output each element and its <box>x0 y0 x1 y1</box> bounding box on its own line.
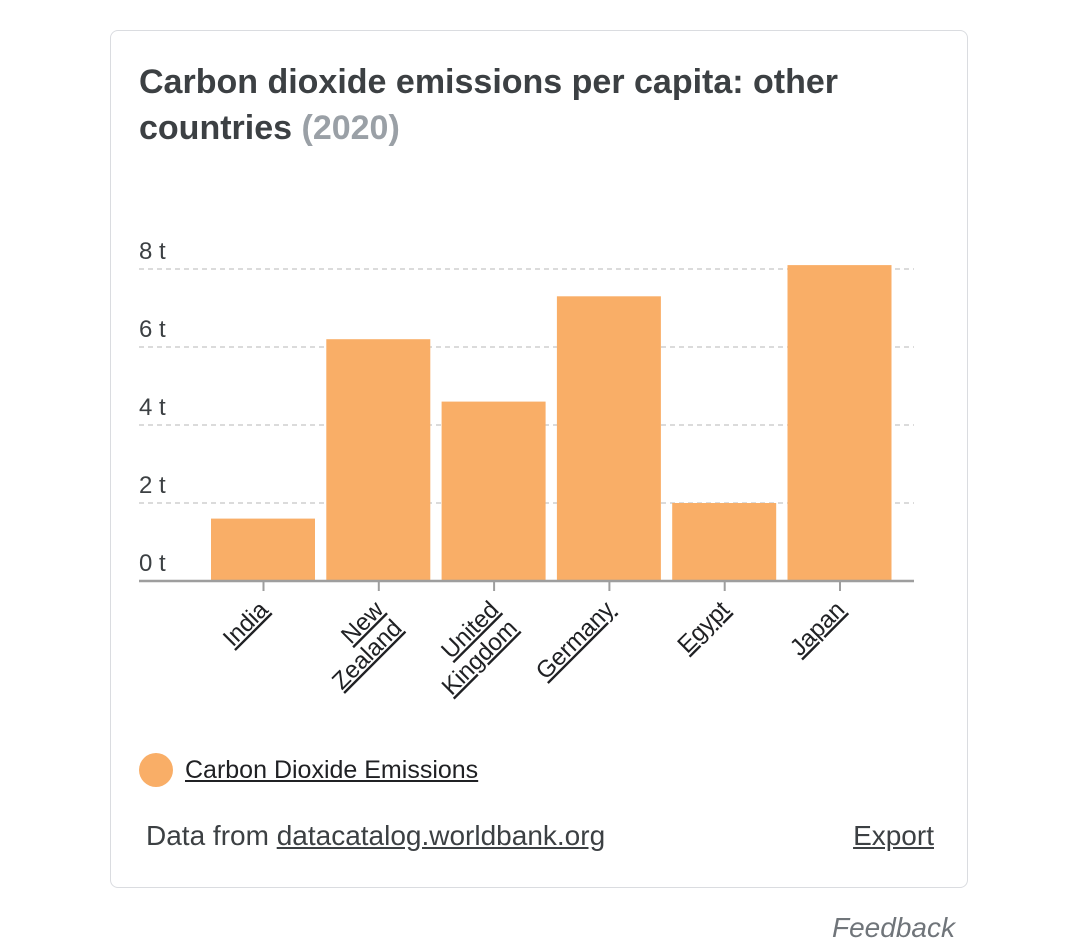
y-tick-label: 0 t <box>139 550 166 577</box>
bar-new-zealand[interactable] <box>326 339 431 581</box>
x-tick-label[interactable]: Germany <box>531 596 620 685</box>
x-tick-label[interactable]: Egypt <box>672 596 735 659</box>
bar-india[interactable] <box>211 518 315 581</box>
y-tick-label: 2 t <box>139 472 166 499</box>
export-link[interactable]: Export <box>853 820 934 851</box>
y-tick-label: 6 t <box>139 316 166 343</box>
legend-label[interactable]: Carbon Dioxide Emissions <box>185 755 479 784</box>
chart-title: Carbon dioxide emissions per capita: oth… <box>139 59 939 151</box>
data-source-link[interactable]: datacatalog.worldbank.org <box>276 820 606 851</box>
chart-title-text: Carbon dioxide emissions per capita: oth… <box>139 63 839 147</box>
data-source-prefix: Data from <box>146 820 277 851</box>
legend-swatch <box>139 753 173 787</box>
x-tick-label-line: India <box>218 596 274 652</box>
x-tick-label[interactable]: India <box>218 596 274 652</box>
bar-chart: 0 t 2 t 4 t 6 t 8 t India NewZealand UnitedKing… <box>139 238 914 701</box>
legend: Carbon Dioxide Emissions <box>139 753 478 787</box>
bar-japan[interactable] <box>787 265 892 581</box>
chart-card: Carbon dioxide emissions per capita: oth… <box>110 30 968 888</box>
x-tick-label-line: Japan <box>785 596 850 661</box>
data-source: Data from datacatalog.worldbank.org <box>146 820 605 852</box>
x-tick-label-line: Germany <box>531 596 620 685</box>
y-tick-label: 8 t <box>139 238 166 265</box>
bar-germany[interactable] <box>556 296 661 581</box>
bar-egypt[interactable] <box>672 503 777 581</box>
x-tick-label[interactable]: UnitedKingdom <box>418 596 523 700</box>
x-tick-label[interactable]: NewZealand <box>309 596 408 695</box>
x-tick-label[interactable]: Japan <box>785 596 850 661</box>
card-footer: Data from datacatalog.worldbank.org Expo… <box>146 820 934 852</box>
bar-united-kingdom[interactable] <box>441 401 546 581</box>
feedback-link[interactable]: Feedback <box>832 912 955 943</box>
x-tick-label-line: Egypt <box>672 596 735 659</box>
y-tick-label: 4 t <box>139 394 166 421</box>
chart-year: (2020) <box>301 109 400 147</box>
